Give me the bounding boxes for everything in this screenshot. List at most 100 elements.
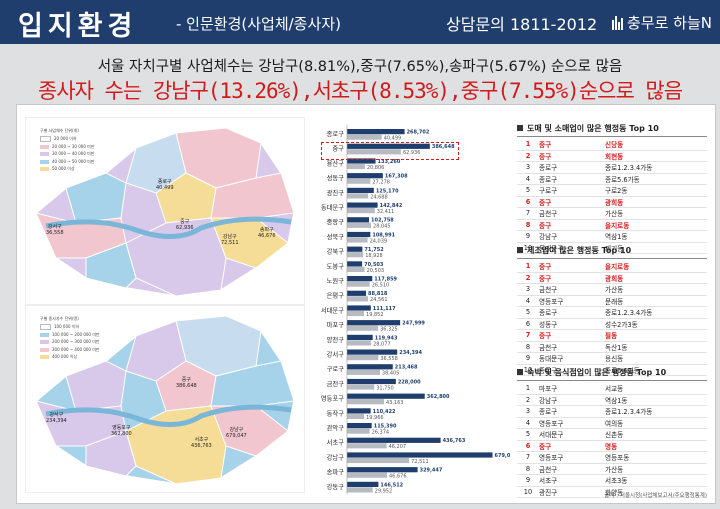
business-bar bbox=[347, 134, 382, 140]
district-cell: 중구 bbox=[539, 221, 552, 230]
business-bar bbox=[347, 193, 369, 199]
rank-cell: 3 bbox=[525, 163, 531, 172]
category-label: 금천구 bbox=[327, 379, 345, 388]
business-count-map: 구별 사업체수 단위(개) 20 000 이하 20 000 ~ 30 000 … bbox=[25, 117, 305, 305]
dong-cell: 필동 bbox=[605, 332, 618, 341]
district-cell: 종로구 bbox=[539, 175, 558, 184]
table-row: 7 영등포구 영등포동 bbox=[517, 452, 707, 464]
district-cell: 중구 bbox=[539, 152, 552, 161]
business-value-label: 29,952 bbox=[375, 488, 393, 494]
headline-business-count: 서울 자치구별 사업체수는 강남구(8.81%),중구(7.65%),송파구(5… bbox=[97, 59, 623, 75]
employee-bar bbox=[347, 202, 378, 208]
employee-value-label: 329,447 bbox=[420, 468, 443, 474]
employee-bar bbox=[347, 467, 418, 473]
business-bar bbox=[347, 325, 379, 331]
table-row: 6 중구 명동 bbox=[517, 441, 707, 452]
business-value-label: 19,852 bbox=[366, 312, 384, 318]
dong-cell: 을지로동 bbox=[605, 263, 630, 272]
business-value-label: 20,806 bbox=[367, 165, 385, 171]
source-note: 출처 : 서울시청(사업체보고서/주요행정통계) bbox=[604, 493, 707, 499]
rank-cell: 9 bbox=[525, 232, 531, 241]
category-label: 강북구 bbox=[327, 247, 345, 256]
employee-bar bbox=[347, 231, 371, 238]
business-bar bbox=[347, 149, 401, 155]
employee-value-label: 386,648 bbox=[432, 144, 455, 150]
district-cell: 성동구 bbox=[539, 320, 558, 329]
business-bar bbox=[347, 252, 364, 258]
dong-cell: 가산동 bbox=[605, 286, 624, 295]
district-cell: 금천구 bbox=[539, 465, 558, 474]
table-row: 5 종로구 종로1.2.3.4가동 bbox=[517, 307, 707, 319]
table-row: 4 영등포구 문래동 bbox=[517, 296, 707, 307]
rank-cell: 4 bbox=[525, 418, 531, 427]
map-label-gangnam: 강남구 679,047 bbox=[226, 427, 247, 439]
dong-cell: 서초3동 bbox=[605, 477, 628, 486]
employee-bar bbox=[347, 143, 430, 149]
dong-cell: 종로1.2.3.4가동 bbox=[605, 164, 653, 173]
business-bar bbox=[347, 222, 372, 228]
business-value-label: 46,676 bbox=[389, 474, 407, 480]
dong-cell: 신촌동 bbox=[605, 431, 624, 440]
table-row: 4 영등포구 여의동 bbox=[517, 418, 707, 429]
district-cell: 영등포구 bbox=[539, 419, 564, 428]
business-value-label: 62,936 bbox=[403, 150, 421, 156]
seoul-map-employee bbox=[35, 315, 295, 485]
business-bar bbox=[347, 266, 365, 272]
employee-bar bbox=[347, 364, 393, 370]
employee-value-label: 102,758 bbox=[371, 218, 394, 224]
top10-manufacturing-table: 제조업이 많은 행정동 Top 10 1 중구 을지로동 2 중구 광희동 3 금천구 가산동 4… bbox=[517, 245, 707, 376]
table-row: 1 중구 신당동 bbox=[517, 139, 707, 151]
table-row: 8 금천구 독산1동 bbox=[517, 342, 707, 353]
dong-cell: 여의동 bbox=[605, 419, 624, 428]
table-row: 9 강남구 역삼1동 bbox=[517, 231, 707, 243]
category-label: 중랑구 bbox=[327, 218, 345, 226]
employee-bar bbox=[347, 320, 401, 326]
employee-value-label: 146,512 bbox=[380, 482, 403, 488]
rank-cell: 9 bbox=[525, 476, 531, 485]
employee-bar bbox=[347, 129, 405, 135]
dong-cell: 종로1.2.3.4가동 bbox=[605, 408, 653, 417]
category-label: 은평구 bbox=[327, 291, 345, 300]
top10-retail-table: 도매 및 소매업이 많은 행정동 Top 10 1 중구 신당동 2 중구 회현동 3 종로구… bbox=[517, 123, 707, 254]
business-bar bbox=[347, 472, 388, 478]
map-label-gangseo: 강서구 36,558 bbox=[46, 224, 64, 236]
dong-cell: 화양동 bbox=[605, 488, 624, 497]
district-cell: 마포구 bbox=[539, 385, 558, 394]
header-bar: 입지환경 - 인문환경(사업체/종사자) 상담문의 1811-2012 충무로 … bbox=[0, 0, 720, 44]
business-value-label: 31,750 bbox=[376, 385, 394, 391]
rank-cell: 6 bbox=[525, 441, 531, 450]
table-title: 도매 및 소매업이 많은 행정동 Top 10 bbox=[517, 123, 707, 137]
business-value-label: 18,928 bbox=[365, 253, 383, 259]
table-row: 8 중구 을지로동 bbox=[517, 220, 707, 231]
rank-cell: 1 bbox=[525, 140, 531, 149]
table-row: 2 강남구 역삼1동 bbox=[517, 395, 707, 406]
business-bar bbox=[347, 443, 387, 449]
employee-bar bbox=[347, 437, 441, 443]
table-row: 2 중구 회현동 bbox=[517, 151, 707, 162]
category-label: 광진구 bbox=[327, 188, 345, 197]
category-label: 강남구 bbox=[327, 452, 345, 461]
category-label: 서초구 bbox=[327, 438, 345, 447]
legend-title: 구별 사업체수 단위(개) bbox=[40, 128, 79, 133]
district-cell: 종로구 bbox=[539, 164, 558, 173]
business-value-label: 24,688 bbox=[370, 194, 388, 200]
business-bar bbox=[347, 163, 365, 170]
employee-bar bbox=[347, 158, 376, 164]
district-cell: 중구 bbox=[539, 274, 552, 283]
employee-value-label: 142,842 bbox=[380, 203, 403, 209]
district-cell: 중구 bbox=[539, 198, 552, 207]
district-cell: 서대문구 bbox=[539, 431, 564, 440]
category-label: 강서구 bbox=[327, 350, 345, 359]
page-subtitle: - 인문환경(사업체/종사자) bbox=[176, 15, 341, 33]
dong-cell: 종로1.2.3.4가동 bbox=[605, 309, 653, 318]
dong-cell: 영등포동 bbox=[605, 454, 630, 463]
employee-bar bbox=[347, 187, 374, 193]
employee-value-label: 111,117 bbox=[373, 306, 396, 312]
employee-bar bbox=[347, 393, 425, 399]
map-label-jongno: 종로구 40,499 bbox=[156, 179, 174, 191]
employee-map-legend: 구별 종사자수 단위(명) 100 000 이하 100 000 ~ 200 0… bbox=[40, 316, 100, 359]
business-value-label: 43,163 bbox=[386, 400, 404, 406]
rank-cell: 5 bbox=[525, 186, 531, 195]
category-label: 노원구 bbox=[327, 276, 345, 285]
district-cell: 구로구 bbox=[539, 187, 558, 196]
